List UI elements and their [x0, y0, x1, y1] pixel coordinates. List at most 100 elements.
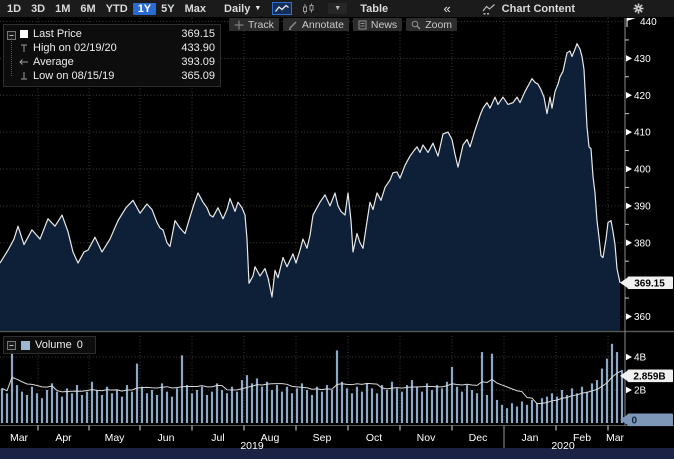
volume-bar [375, 393, 379, 423]
track-button[interactable]: Track [229, 18, 279, 31]
legend-row-last-price[interactable]: Last Price 369.15 [19, 27, 215, 41]
volume-bar [445, 381, 449, 423]
legend-row-high[interactable]: High on 02/19/20 433.90 [19, 41, 215, 55]
line-chart-type-button[interactable] [272, 2, 293, 15]
volume-bar [200, 386, 204, 423]
periodicity-dropdown[interactable]: Daily ▼ [219, 3, 266, 15]
legend-row-average[interactable]: Average 393.09 [19, 55, 215, 69]
range-button-1m[interactable]: 1M [55, 2, 71, 15]
volume-bar [100, 394, 104, 423]
chart-type-more-dropdown[interactable]: ▼ [328, 3, 348, 14]
range-button-3d[interactable]: 3D [31, 2, 46, 15]
y-tick-arrow [626, 92, 632, 99]
month-label: Nov [417, 432, 436, 444]
volume-legend[interactable]: Volume 0 [3, 336, 96, 354]
volume-bar [320, 391, 324, 423]
candlestick-chart-type-button[interactable] [298, 2, 318, 15]
volume-bar [620, 370, 624, 423]
legend-row-low[interactable]: Low on 08/15/19 365.09 [19, 69, 215, 83]
volume-bar [370, 388, 374, 423]
month-label: Mar [606, 432, 625, 444]
chart-action-buttons: Track Annotate News Zoom [229, 18, 458, 31]
volume-bar [160, 383, 164, 423]
volume-bar [440, 388, 444, 423]
volume-bar [260, 386, 264, 423]
volume-bar [20, 391, 24, 423]
volume-bar [555, 396, 559, 423]
y-tick-arrow [626, 202, 632, 210]
volume-bar [340, 381, 344, 423]
collapse-toolbar-button[interactable]: « [443, 1, 451, 16]
volume-bar [390, 381, 394, 423]
volume-bar [90, 381, 94, 423]
volume-bar [120, 396, 124, 423]
volume-bar [585, 391, 589, 423]
range-button-max[interactable]: Max [184, 2, 207, 15]
settings-gear-icon[interactable] [633, 3, 644, 14]
range-button-6m[interactable]: 6M [80, 2, 96, 15]
annotate-label: Annotate [301, 18, 344, 31]
volume-bar [450, 366, 454, 423]
volume-bar [80, 394, 84, 423]
volume-bar [230, 386, 234, 423]
volume-bar [565, 394, 569, 423]
volume-bar [335, 350, 339, 423]
year-label: 2019 [240, 440, 264, 452]
volume-bar [455, 386, 459, 423]
volume-bar [210, 391, 214, 423]
volume-ma-tag-bg [627, 369, 673, 383]
volume-swatch-icon [21, 340, 30, 350]
news-button[interactable]: News [352, 18, 403, 31]
volume-bar [410, 380, 414, 423]
volume-bar [140, 386, 144, 423]
news-icon [358, 20, 367, 29]
volume-expander-icon[interactable] [7, 340, 16, 350]
volume-bar [235, 391, 239, 423]
range-button-ytd[interactable]: YTD [105, 2, 128, 15]
volume-zero-tag-text: 0 [632, 415, 638, 426]
volume-bar [60, 396, 64, 423]
volume-bar [165, 391, 169, 423]
volume-bar [175, 388, 179, 423]
volume-bar [460, 391, 464, 423]
volume-bar [245, 375, 249, 423]
volume-bar [220, 390, 224, 423]
chart-content-button[interactable]: Chart Content [482, 3, 575, 15]
low-marker-icon [19, 71, 33, 81]
volume-bar [85, 391, 89, 423]
volume-bar [330, 390, 334, 423]
volume-bar [610, 343, 614, 423]
line-chart-icon [275, 4, 290, 12]
volume-bar [380, 385, 384, 423]
volume-bar [310, 394, 314, 423]
periodicity-label: Daily [224, 2, 251, 15]
top-flag-label: 440 [640, 17, 657, 28]
y-tick-arrow [626, 165, 632, 173]
month-label: Apr [55, 432, 72, 444]
volume-bar [425, 383, 429, 423]
zoom-button[interactable]: Zoom [406, 18, 458, 31]
gear-icon [633, 3, 644, 14]
caret-down-icon: ▼ [254, 5, 262, 12]
volume-bar [435, 385, 439, 423]
chart-content-icon [482, 3, 495, 14]
range-button-1y-selected[interactable]: 1Y [132, 2, 157, 15]
volume-bar [540, 398, 544, 423]
range-button-5y[interactable]: 5Y [161, 2, 175, 15]
volume-bar [75, 385, 79, 423]
range-button-1d[interactable]: 1D [7, 2, 22, 15]
y-axis-label: 430 [634, 54, 651, 65]
volume-bar [405, 385, 409, 423]
annotate-button[interactable]: Annotate [282, 18, 349, 31]
legend-label: High on 02/19/20 [33, 42, 117, 54]
volume-bar [35, 393, 39, 423]
table-button[interactable]: Table [360, 2, 389, 15]
volume-bar [595, 380, 599, 423]
volume-bar [500, 404, 504, 423]
legend-label: Average [33, 56, 74, 68]
volume-bar [135, 363, 139, 423]
volume-bar [185, 385, 189, 423]
year-label: 2020 [551, 440, 575, 452]
month-label: Jul [211, 432, 224, 444]
volume-axis-label: 2B [634, 386, 647, 397]
